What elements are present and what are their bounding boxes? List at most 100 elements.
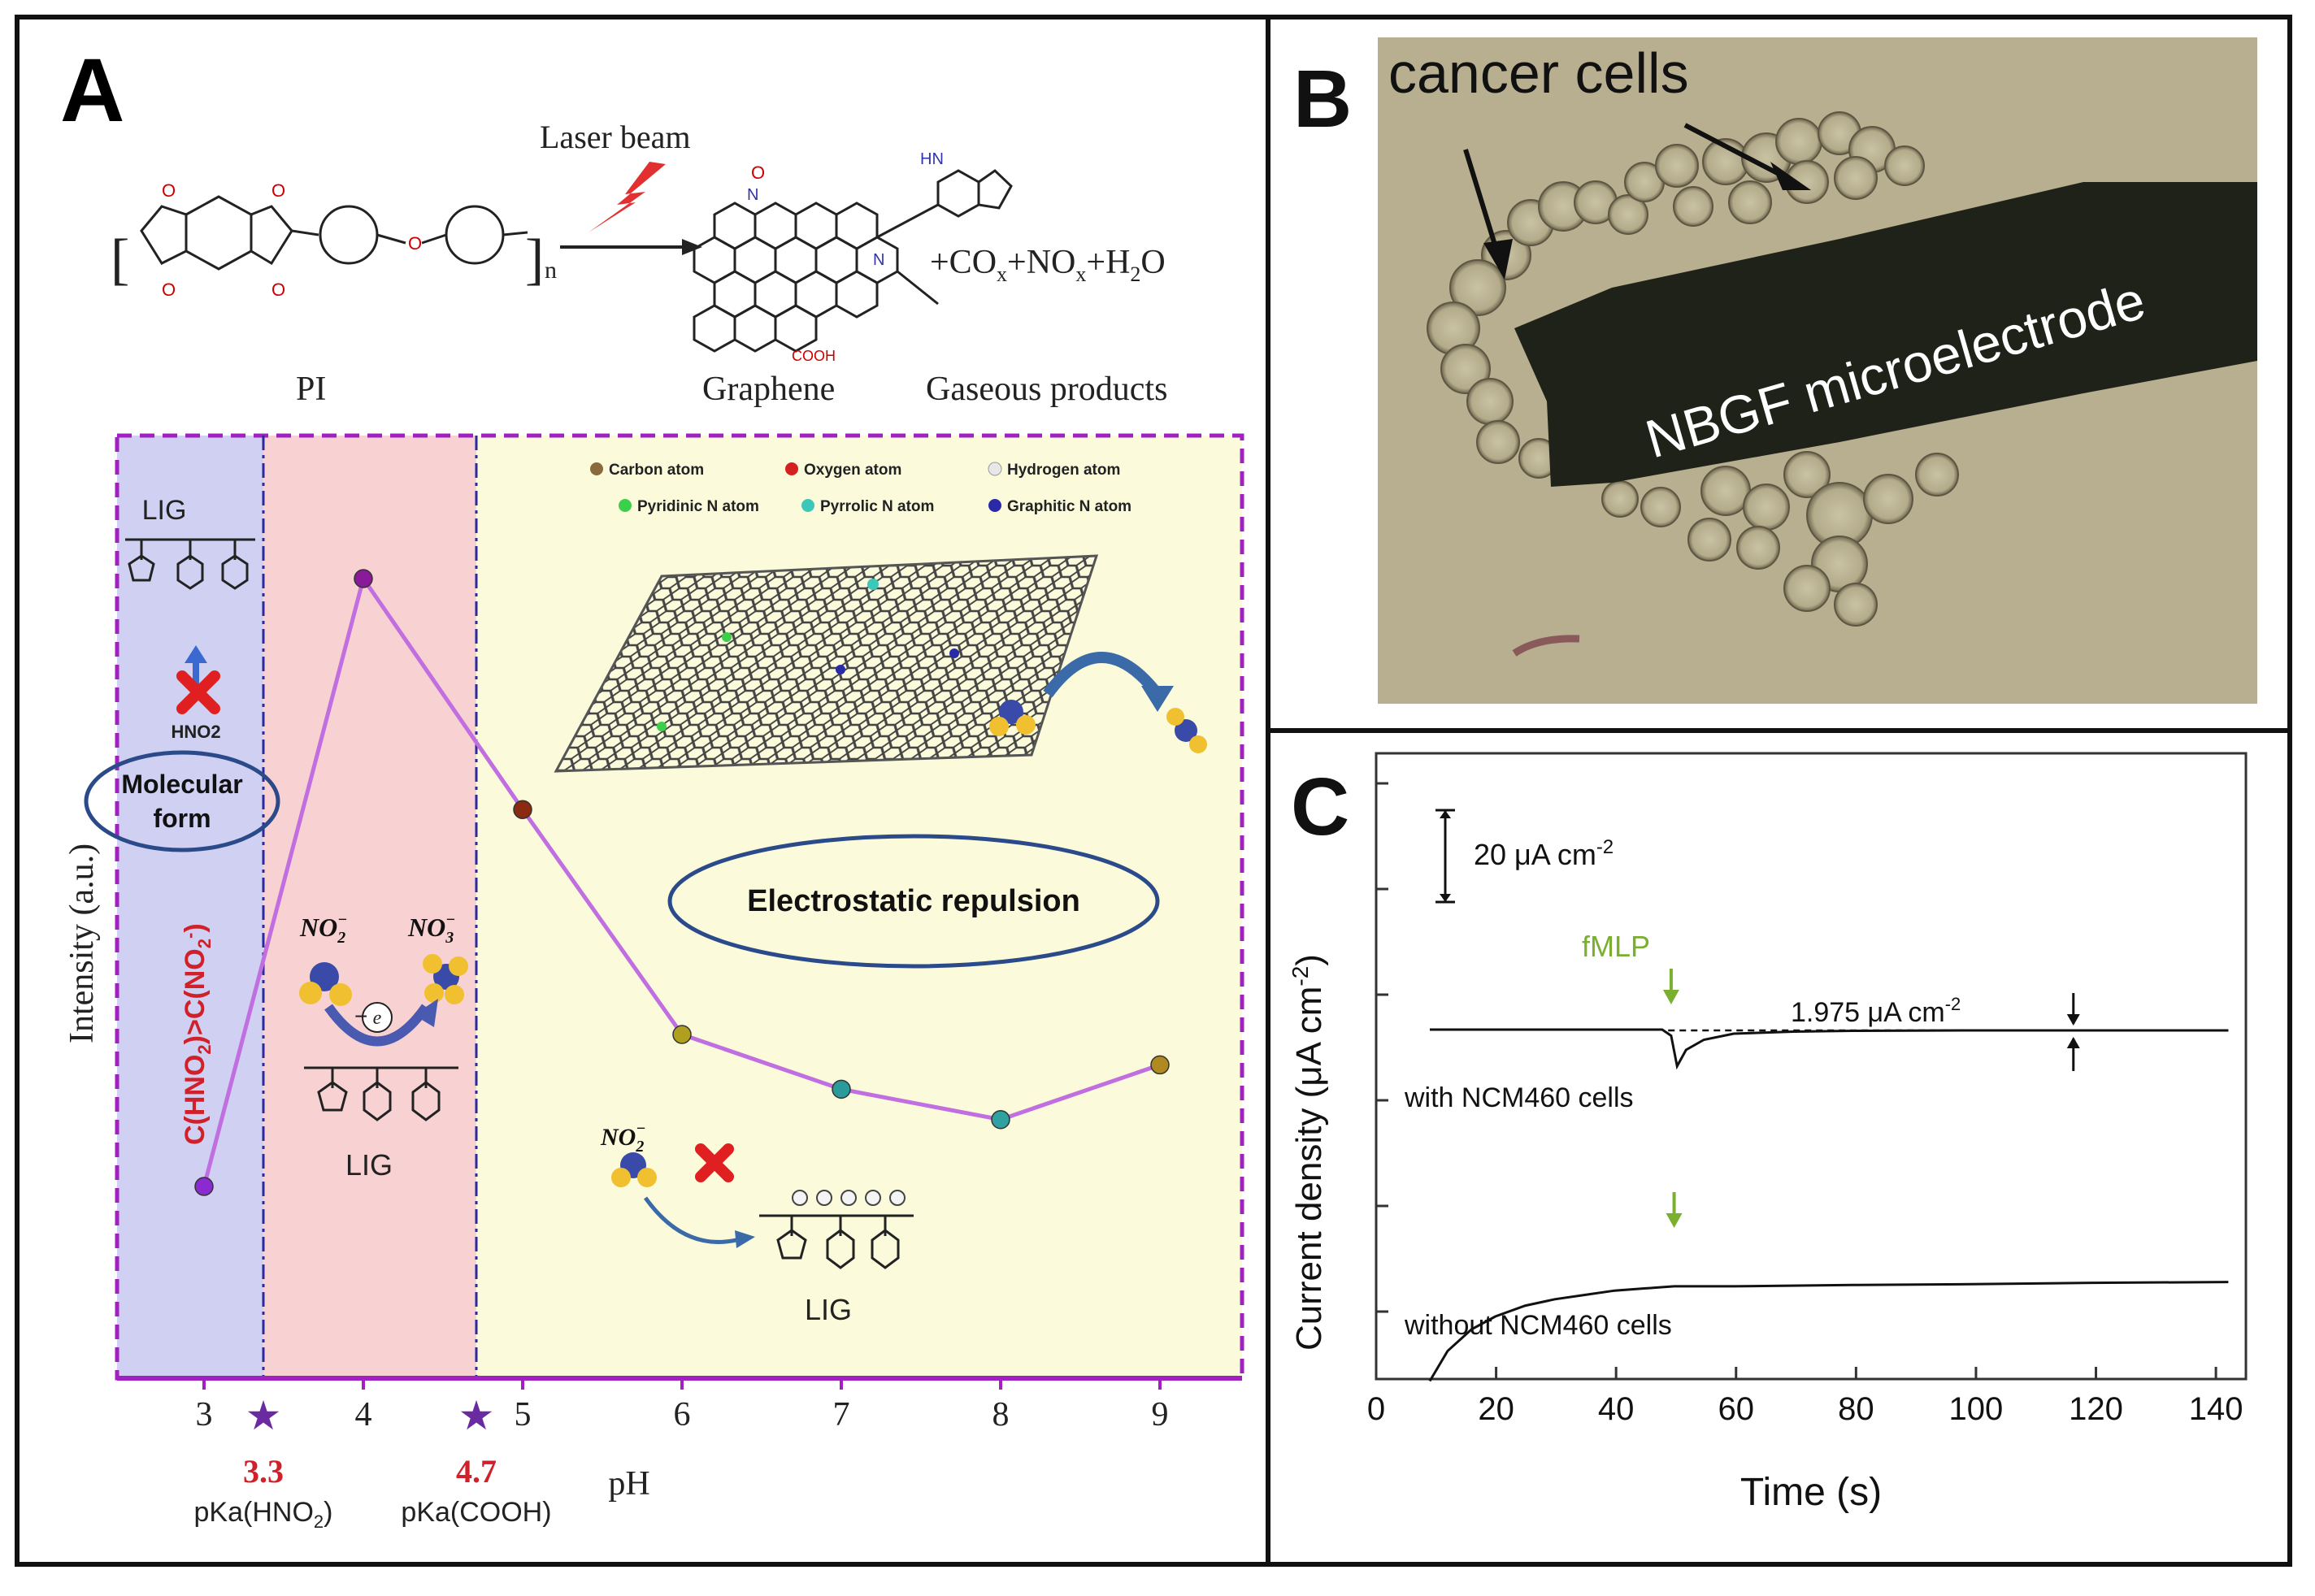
panel-b-figure: cancer cells NBGF microelectrode B [1293, 37, 2257, 704]
data-point [513, 800, 532, 819]
svg-text:O: O [271, 180, 285, 201]
delta-arrow-top-head-icon [2066, 1014, 2080, 1026]
x-tick-label: 8 [992, 1396, 1010, 1433]
blocked-arrow-icon [185, 645, 207, 687]
delta-label: 1.975 μA cm-2 [1791, 994, 1961, 1028]
cell [1775, 118, 1822, 165]
graphene-structure: O N N HN COOH [693, 150, 1013, 364]
cell [1608, 194, 1648, 235]
x-tick-label: 6 [674, 1396, 691, 1433]
svg-text:[: [ [111, 228, 129, 291]
data-point [832, 1079, 851, 1099]
repulsion-label: Electrostatic repulsion [747, 884, 1080, 918]
fmlp-label: fMLP [1582, 930, 1650, 963]
no2-label-right: NO2− [600, 1120, 645, 1156]
svg-text:O: O [162, 280, 176, 300]
svg-text:O: O [162, 180, 176, 201]
data-point [194, 1177, 214, 1196]
svg-text:O: O [751, 163, 765, 183]
panel-c-letter: C [1291, 761, 1349, 852]
pka1-label: pKa(HNO2) [194, 1497, 333, 1532]
laser-bolt-icon [589, 162, 666, 232]
lig-bottom-label: LIG [805, 1293, 852, 1326]
c-y-ticks [1376, 782, 1388, 1313]
svg-text:O: O [271, 280, 285, 300]
cell [1863, 474, 1913, 524]
data-point [354, 569, 373, 588]
panel-a-figure: A [ ] n O O O O O Laser beam [60, 41, 1244, 1532]
scale-label: 20 μA cm-2 [1474, 836, 1614, 871]
atom-legend: Carbon atom Oxygen atom Hydrogen atom Py… [590, 462, 1131, 515]
cell [1440, 344, 1491, 394]
c-traces [1428, 1028, 2229, 1382]
data-point [991, 1109, 1010, 1130]
sheet-graphitic-n-2 [949, 648, 959, 658]
graphene-label: Graphene [702, 371, 835, 408]
a-y-axis-label: Intensity (a.u.) [63, 844, 101, 1043]
c-x-ticks: 0 20 40 60 80 100 120 140 [1367, 1367, 2243, 1427]
no2-label-mid: NO2− [299, 911, 347, 947]
nitrite-on-sheet [989, 700, 1036, 736]
c-x-tick-label: 120 [2069, 1391, 2123, 1427]
cell [1476, 420, 1520, 464]
cell [1783, 451, 1831, 498]
panel-a-letter: A [60, 41, 124, 141]
debris-mark [1512, 635, 1580, 657]
data-point [672, 1025, 692, 1044]
desorption-arrow-head-icon [1141, 686, 1174, 712]
c-x-tick-label: 100 [1949, 1391, 2004, 1427]
electron-label: e [373, 1008, 382, 1029]
cell-arrow-2-head-icon [1770, 162, 1811, 190]
cell [1687, 518, 1731, 562]
svg-text:]: ] [525, 228, 544, 291]
sheet-pyrrolic-n [867, 579, 879, 590]
data-point [1150, 1055, 1170, 1075]
cell [1834, 583, 1878, 627]
c-x-tick-label: 140 [2189, 1391, 2243, 1427]
molecular-form-box: Molecular form [121, 770, 243, 833]
lig-mid-label: LIG [345, 1148, 393, 1182]
cell [1640, 487, 1681, 527]
a-x-ticks: 3 4 5 6 7 8 9 [196, 1378, 1169, 1433]
electron-icon [362, 1002, 393, 1033]
pyridinic-n-icon [619, 499, 632, 512]
legend-graphitic: Graphitic N atom [1007, 498, 1131, 515]
x-tick-label: 9 [1152, 1396, 1169, 1433]
x-tick-label: 4 [355, 1396, 372, 1433]
lig-bottom-structure [759, 1214, 914, 1269]
x-tick-label: 7 [833, 1396, 850, 1433]
graphitic-n-icon [988, 499, 1001, 512]
nitrite-molecule-right [611, 1152, 657, 1187]
lig-top-label: LIG [142, 495, 187, 526]
pka2-value: 4.7 [456, 1453, 497, 1490]
cell [1728, 180, 1772, 224]
hno2-label: HNO2 [171, 722, 220, 742]
microelectrode-shape [1514, 182, 2257, 487]
c-x-tick-label: 80 [1838, 1391, 1874, 1427]
sheet-pyridinic-n-2 [657, 722, 667, 731]
cell-arrow-1 [1463, 149, 1501, 256]
nitrate-molecule [423, 954, 468, 1004]
stimulus-arrow-head-icon [1662, 990, 1679, 1004]
c-x-tick-label: 60 [1718, 1391, 1755, 1427]
arrow-head-icon [682, 239, 702, 255]
lig-mid-structure [304, 1066, 458, 1121]
cell [1915, 453, 1959, 497]
region-molecular [117, 436, 263, 1378]
cell-arrow-2 [1683, 123, 1788, 180]
svg-text:COOH: COOH [792, 348, 836, 364]
carbon-atom-icon [590, 462, 603, 475]
cell [1834, 156, 1878, 200]
repulsion-ellipse [667, 834, 1160, 969]
nitrite-released [1166, 708, 1207, 753]
svg-text:HN: HN [920, 150, 944, 168]
cell [1736, 526, 1780, 570]
molecular-form-label: Molecular form [121, 770, 243, 833]
panel-c-figure: C 0 20 40 60 80 100 120 140 20 μA cm-2 fMLP 1.9… [1288, 752, 2248, 1514]
x-tick-label: 5 [515, 1396, 532, 1433]
a-x-axis-label: pH [608, 1465, 649, 1503]
trace2-label: without NCM460 cells [1404, 1310, 1672, 1341]
repelled-x-icon [695, 1143, 734, 1182]
pi-structure: [ ] n O O O O O [111, 180, 557, 300]
sheet-pyridinic-n [722, 632, 732, 642]
